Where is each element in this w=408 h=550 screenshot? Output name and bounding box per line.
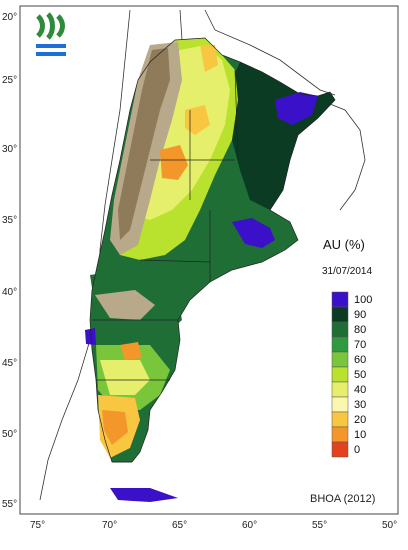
lon-label-55: 55°	[312, 520, 327, 531]
lon-label-75: 75°	[30, 520, 45, 531]
legend-swatch-50	[331, 366, 349, 383]
legend-label-80: 80	[354, 324, 366, 336]
legend-label-70: 70	[354, 339, 366, 351]
lat-label-20: 20°	[2, 12, 17, 23]
water-logo-icon	[36, 12, 66, 56]
legend-label-10: 10	[354, 429, 366, 441]
legend-label-30: 30	[354, 399, 366, 411]
longitude-labels: 75° 70° 65° 60° 55° 50°	[30, 520, 397, 531]
legend-date: 31/07/2014	[322, 266, 372, 277]
legend-swatch-70	[331, 336, 349, 353]
lat-label-45: 45°	[2, 358, 17, 369]
legend-label-50: 50	[354, 369, 366, 381]
legend-swatch-0	[331, 441, 349, 458]
lat-label-25: 25°	[2, 75, 17, 86]
legend-label-20: 20	[354, 414, 366, 426]
lat-label-55: 55°	[2, 499, 17, 510]
legend-swatch-90	[331, 306, 349, 323]
legend-swatch-100	[331, 291, 349, 308]
legend-swatch-60	[331, 351, 349, 368]
source-label: BHOA (2012)	[310, 493, 375, 505]
lon-label-65: 65°	[172, 520, 187, 531]
lat-label-50: 50°	[2, 429, 17, 440]
province-borders	[89, 37, 336, 463]
legend-label-90: 90	[354, 309, 366, 321]
legend-swatch-10	[331, 426, 349, 443]
latitude-labels: 20° 25° 30° 35° 40° 45° 50° 55°	[2, 12, 17, 510]
lon-label-70: 70°	[102, 520, 117, 531]
argentina-fill	[85, 38, 335, 502]
lon-label-50: 50°	[382, 520, 397, 531]
legend-label-0: 0	[354, 444, 360, 456]
legend-swatch-40	[331, 381, 349, 398]
legend-label-60: 60	[354, 354, 366, 366]
legend-title: AU (%)	[323, 237, 365, 252]
legend-label-40: 40	[354, 384, 366, 396]
legend-swatch-20	[331, 411, 349, 428]
legend-swatch-80	[331, 321, 349, 338]
lat-label-30: 30°	[2, 144, 17, 155]
lat-label-40: 40°	[2, 287, 17, 298]
legend-swatch-30	[331, 396, 349, 413]
legend-label-100: 100	[354, 294, 372, 306]
lat-label-35: 35°	[2, 215, 17, 226]
lon-label-60: 60°	[242, 520, 257, 531]
